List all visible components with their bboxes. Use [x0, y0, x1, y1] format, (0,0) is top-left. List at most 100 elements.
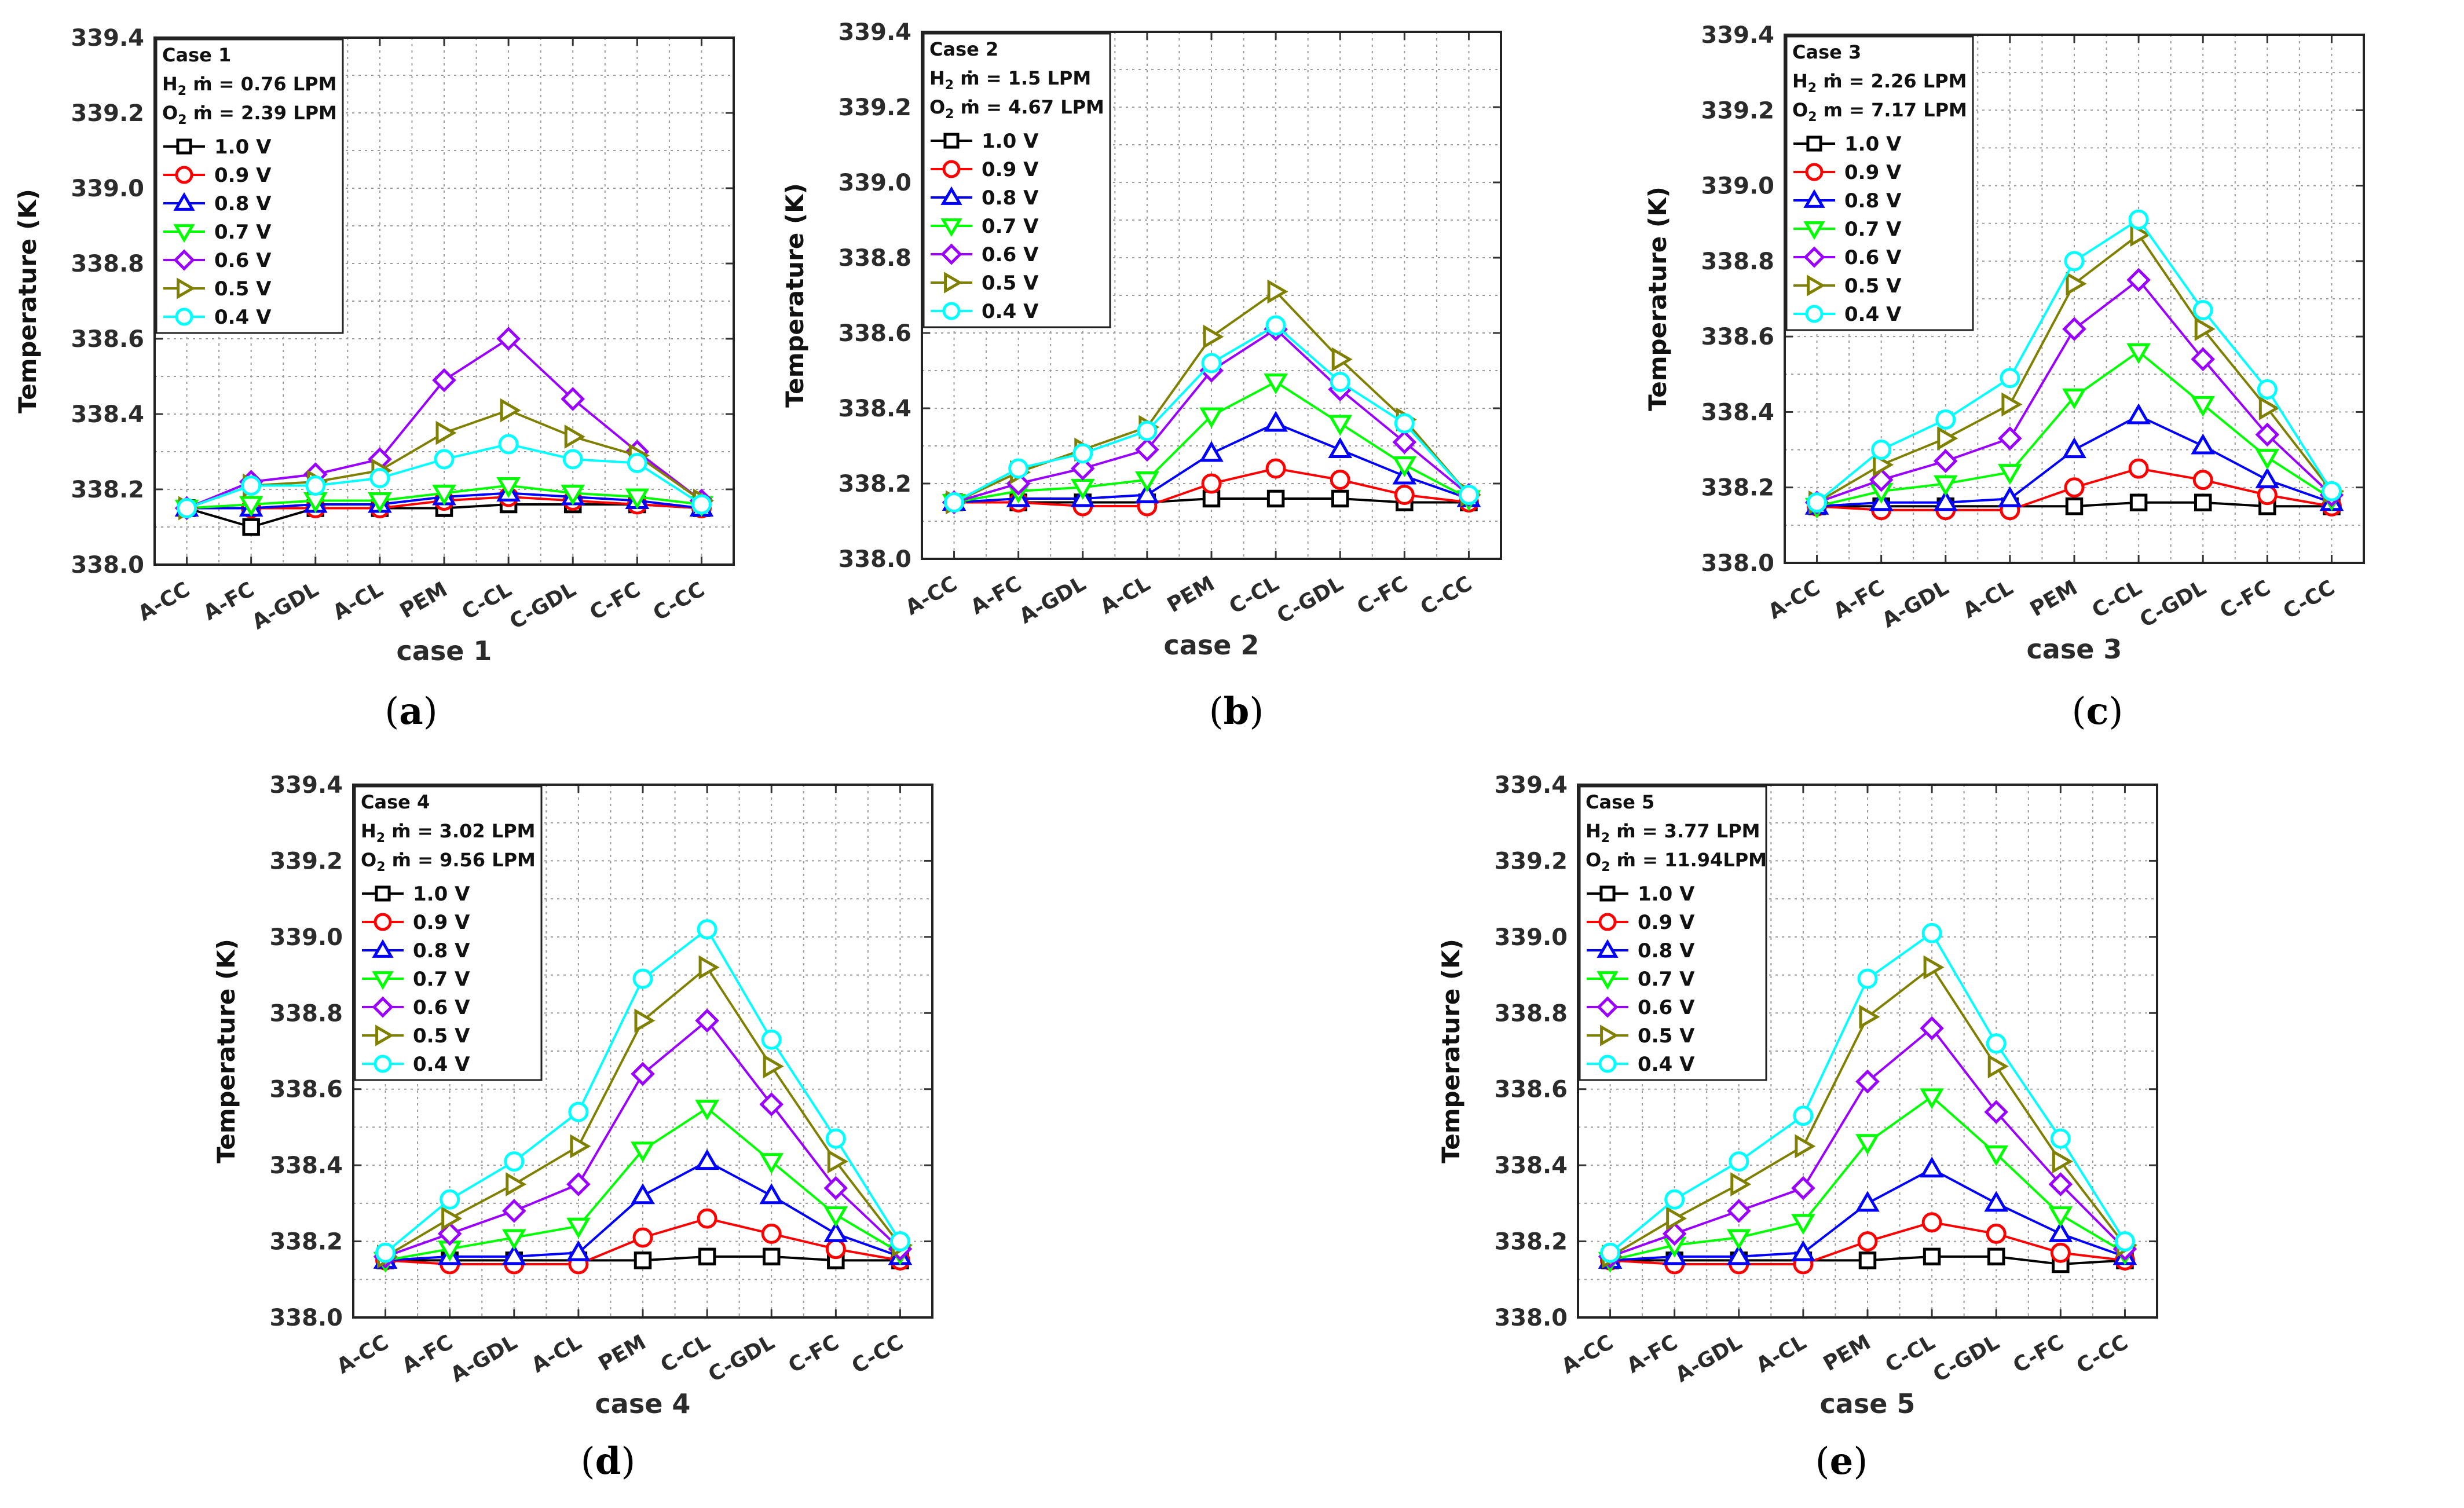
legend-label: 0.8 V	[413, 939, 470, 962]
legend-marker	[173, 192, 195, 211]
y-tick-label: 338.0	[1494, 1305, 1568, 1331]
legend-o2-flow: O2 m = 7.17 LPM	[1792, 99, 1967, 125]
data-point	[2052, 1149, 2073, 1174]
y-tick-label: 338.0	[838, 546, 911, 573]
data-point	[1857, 968, 1878, 989]
data-point	[2048, 1206, 2073, 1228]
x-tick-label: A-CC	[1558, 1330, 1617, 1378]
data-point	[2191, 433, 2216, 455]
legend-marker	[940, 243, 962, 265]
legend-entry: 0.5 V	[931, 272, 1039, 295]
legend-entry: 0.6 V	[362, 996, 470, 1019]
legend-label: 0.5 V	[1844, 274, 1902, 298]
data-point	[2255, 422, 2280, 447]
legend-entry: 0.9 V	[362, 911, 470, 934]
data-point	[369, 468, 390, 488]
y-tick-label: 338.2	[71, 477, 144, 503]
data-point	[241, 475, 262, 496]
data-point	[1871, 440, 1892, 460]
y-tick-label: 338.2	[1494, 1229, 1568, 1256]
x-tick-label: C-GDL	[506, 577, 580, 634]
legend-o2-subscript: 2	[1808, 110, 1817, 125]
x-tick-label: C-FC	[2009, 1330, 2068, 1378]
data-point	[1135, 471, 1159, 492]
legend-entry: 0.8 V	[163, 192, 272, 215]
x-tick-label: C-CC	[1416, 572, 1476, 620]
legend-o2-subscript: 2	[178, 113, 186, 127]
legend-entry: 0.7 V	[163, 221, 272, 244]
y-tick-label: 339.4	[838, 19, 911, 46]
x-tick-label: C-CC	[2073, 1330, 2132, 1378]
data-point	[823, 1176, 848, 1200]
data-point	[759, 1153, 784, 1174]
x-tick-label: C-FC	[1353, 572, 1412, 619]
data-point	[368, 492, 392, 513]
series-04V	[1807, 209, 2342, 513]
panel-caption: (a)	[385, 690, 437, 733]
x-tick-label: PEM	[1163, 572, 1219, 617]
data-point	[1666, 1206, 1687, 1231]
legend-entry: 0.4 V	[1793, 303, 1902, 326]
data-point	[1600, 1242, 1621, 1263]
data-point	[631, 1183, 655, 1205]
x-tick-label: A-CL	[1096, 572, 1154, 619]
x-tick-label: C-CC	[848, 1330, 907, 1378]
plot-frame	[352, 784, 933, 1319]
data-point	[566, 1172, 591, 1196]
data-point	[763, 1054, 784, 1079]
data-point	[1791, 1240, 1815, 1261]
y-tick-label: 338.8	[1494, 1000, 1568, 1027]
data-point	[1987, 1247, 2005, 1266]
legend-o2-flow: O2 ṁ = 9.56 LPM	[361, 849, 536, 874]
legend-entry: 0.6 V	[931, 243, 1039, 266]
x-tick-label: PEM	[2026, 576, 2082, 621]
legend-h2-subscript: 2	[376, 831, 385, 845]
series-04V	[944, 315, 1479, 513]
data-point	[2255, 467, 2280, 489]
data-point	[435, 420, 457, 445]
legend-h2-subscript: 2	[945, 78, 954, 93]
legend-marker	[1599, 885, 1616, 902]
legend-label: 0.6 V	[413, 996, 470, 1019]
legend-label: 1.0 V	[982, 130, 1039, 153]
legend-marker	[175, 166, 193, 184]
data-point	[1265, 458, 1286, 479]
y-tick-label: 338.4	[1494, 1152, 1568, 1179]
data-point	[1458, 485, 1479, 505]
chart-panel-2: 338.0 338.2 338.4 338.6 338.8 339.0 339.2 339.4…	[781, 19, 1502, 661]
x-tick-label: A-FC	[1829, 576, 1888, 623]
data-point	[1330, 470, 1350, 490]
legend-label: 0.5 V	[982, 272, 1039, 295]
x-tick-label: A-FC	[1623, 1330, 1682, 1378]
legend-marker	[944, 272, 963, 294]
data-point	[1199, 407, 1224, 429]
data-point	[695, 1100, 719, 1121]
data-point	[305, 475, 326, 496]
legend-entry: 0.5 V	[163, 277, 272, 301]
data-point	[2062, 437, 2086, 459]
y-tick-label: 338.4	[71, 401, 144, 428]
legend-marker	[374, 1055, 392, 1073]
data-point	[500, 398, 521, 423]
panel-caption: (e)	[1815, 1440, 1868, 1483]
data-point	[1726, 1244, 1751, 1265]
y-tick-label: 338.0	[71, 552, 144, 579]
legend-o2-flow: O2 ṁ = 4.67 LPM	[929, 96, 1104, 122]
data-point	[1791, 1176, 1815, 1200]
data-point	[1807, 492, 1828, 513]
data-point	[1920, 1088, 1944, 1110]
legend-title: Case 5	[1586, 791, 1654, 813]
x-axis-label: case 2	[1164, 629, 1260, 661]
data-point	[177, 498, 197, 518]
y-axis-label: Temperature (K)	[13, 189, 42, 413]
data-point	[2126, 343, 2151, 364]
legend-marker	[1803, 221, 1825, 240]
x-tick-label: A-CC	[902, 572, 961, 620]
x-tick-label: A-FC	[966, 572, 1026, 619]
x-tick-label: A-CC	[134, 577, 194, 625]
y-tick-label: 338.6	[269, 1077, 343, 1103]
data-point	[825, 1128, 846, 1149]
legend-entry: 0.9 V	[1587, 911, 1695, 934]
